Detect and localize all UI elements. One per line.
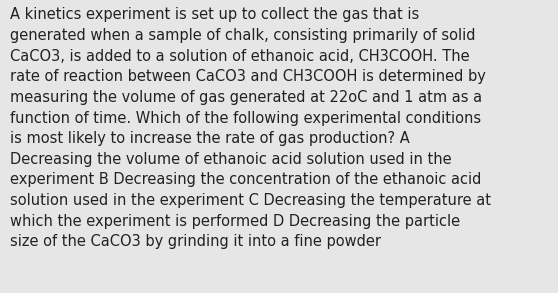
Text: A kinetics experiment is set up to collect the gas that is
generated when a samp: A kinetics experiment is set up to colle… [10, 7, 491, 249]
